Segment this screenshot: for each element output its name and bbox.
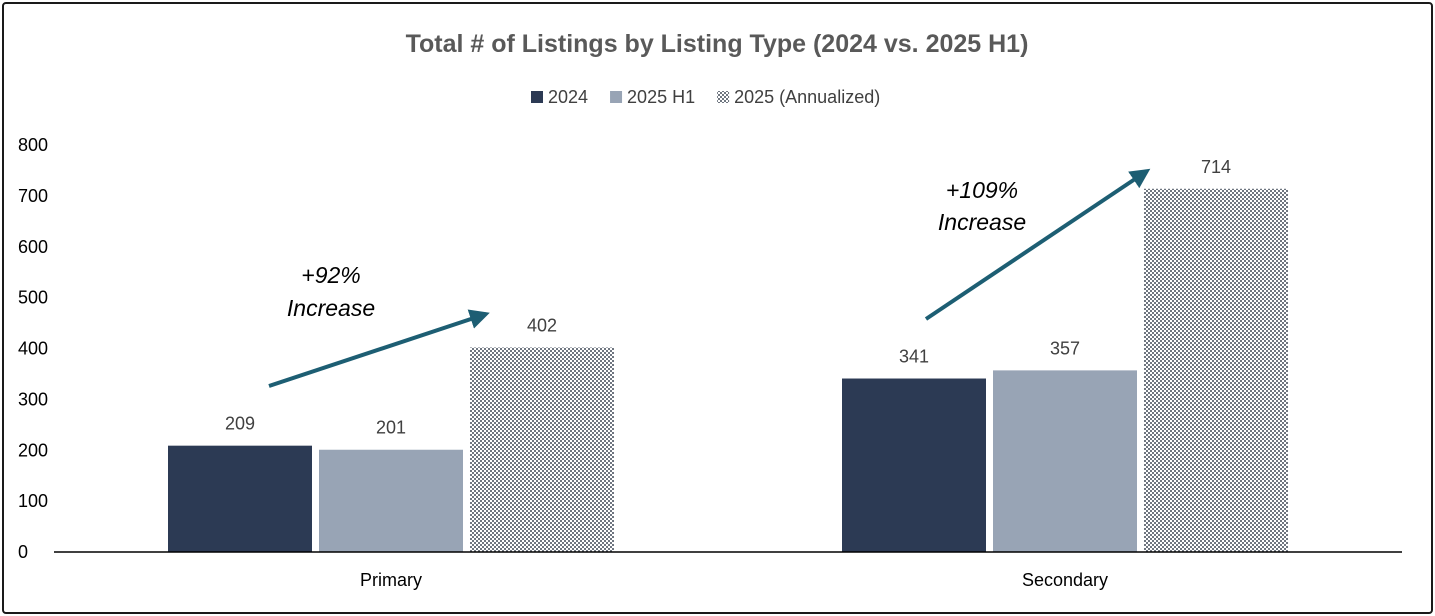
legend-swatch-2024: [531, 91, 543, 103]
annotations: +92% Increase +109% Increase: [268, 168, 1151, 388]
annotation-text-secondary: Increase: [938, 209, 1026, 235]
y-tick-label-100: 100: [18, 491, 48, 511]
legend-swatch-2025-h1: [610, 91, 623, 103]
arrow-primary: [268, 309, 490, 388]
legend-label-2025-h1: 2025 H1: [627, 87, 695, 107]
y-axis: 0 100 200 300 400 500 600 700 800: [18, 135, 48, 562]
bar-primary-2024: [168, 445, 312, 552]
category-label-secondary: Secondary: [1022, 570, 1108, 590]
y-tick-label-600: 600: [18, 237, 48, 257]
data-label-secondary-2024: 341: [899, 347, 929, 367]
data-label-primary-2025-h1: 201: [376, 418, 406, 438]
data-label-secondary-2025-h1: 357: [1050, 338, 1080, 358]
y-tick-label-700: 700: [18, 186, 48, 206]
bar-primary-2025-annualized: [470, 347, 614, 552]
bar-secondary-2025-annualized: [1144, 188, 1288, 552]
y-tick-label-400: 400: [18, 339, 48, 359]
y-tick-label-0: 0: [18, 542, 28, 562]
x-axis: Primary Secondary: [54, 551, 1402, 590]
data-label-primary-2024: 209: [225, 414, 255, 434]
bar-secondary-2024: [842, 378, 986, 552]
bars: 209 201 402 341 357 714: [168, 157, 1288, 552]
legend-label-2025-annualized: 2025 (Annualized): [734, 87, 880, 107]
bar-secondary-2025-h1: [993, 370, 1137, 552]
legend-label-2024: 2024: [548, 87, 588, 107]
annotation-pct-primary: +92%: [301, 262, 360, 288]
y-tick-label-200: 200: [18, 440, 48, 460]
category-label-primary: Primary: [360, 570, 422, 590]
bar-primary-2025-h1: [319, 449, 463, 552]
y-tick-label-500: 500: [18, 288, 48, 308]
legend-swatch-2025-annualized: [717, 91, 730, 103]
annotation-pct-secondary: +109%: [946, 177, 1018, 203]
legend: 2024 2025 H1 2025 (Annualized): [531, 87, 880, 107]
y-tick-label-800: 800: [18, 135, 48, 155]
bar-chart: Total # of Listings by Listing Type (202…: [18, 30, 1402, 590]
data-label-primary-2025-annualized: 402: [527, 315, 557, 335]
annotation-text-primary: Increase: [287, 295, 375, 321]
data-label-secondary-2025-annualized: 714: [1201, 157, 1231, 177]
arrow-secondary: [924, 168, 1151, 321]
chart-title: Total # of Listings by Listing Type (202…: [406, 30, 1029, 58]
y-tick-label-300: 300: [18, 389, 48, 409]
